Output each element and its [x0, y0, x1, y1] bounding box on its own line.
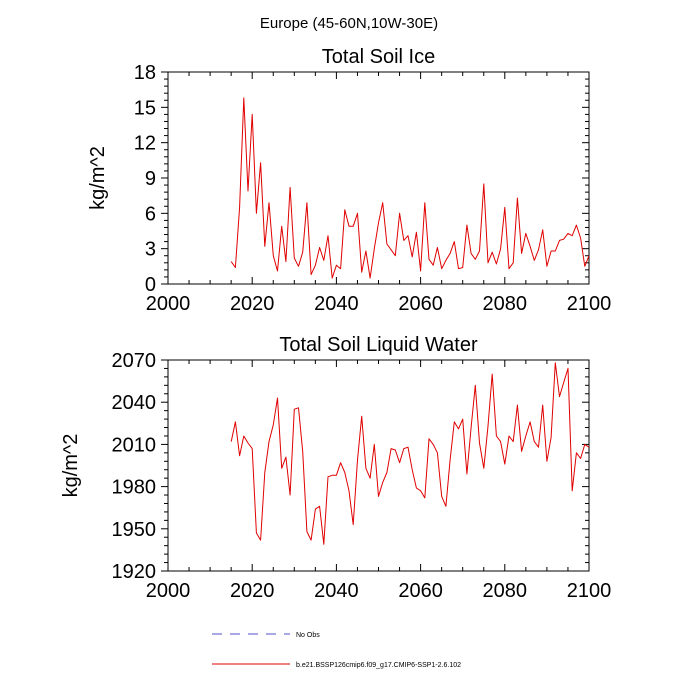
y-tick-label: 2040	[112, 392, 157, 414]
series-line	[230, 362, 590, 545]
x-tick-label: 2020	[230, 293, 275, 315]
x-tick-label: 2040	[314, 293, 359, 315]
x-tick-label: 2080	[483, 293, 528, 315]
x-tick-label: 2060	[398, 580, 443, 602]
y-tick-label: 1950	[112, 519, 157, 541]
y-tick-label: 3	[145, 239, 156, 261]
y-axis-label: kg/m^2	[87, 146, 109, 210]
x-tick-label: 2000	[146, 580, 191, 602]
x-tick-label: 2040	[314, 580, 359, 602]
series-line	[230, 97, 590, 279]
chart-title: Total Soil Ice	[322, 46, 435, 68]
y-tick-label: 1980	[112, 477, 157, 499]
x-tick-label: 2100	[567, 293, 612, 315]
y-tick-label: 15	[134, 97, 156, 119]
legend-label-0: No Obs	[296, 632, 320, 639]
y-tick-label: 6	[145, 203, 156, 225]
y-tick-label: 0	[145, 274, 156, 296]
x-tick-label: 2000	[146, 293, 191, 315]
panel-total-soil-liquid-water: Total Soil Liquid Water kg/m^2 2000 2020 204…	[60, 334, 611, 602]
panel-total-soil-ice: Total Soil Ice kg/m^2 2000 2020 2040 2060 2080…	[87, 46, 611, 315]
x-tick-label: 2020	[230, 580, 275, 602]
x-tick-label: 2060	[398, 293, 443, 315]
legend-label-1: b.e21.BSSP126cmip6.f09_g17.CMIP6-SSP1-2.…	[296, 662, 461, 669]
figure-title: Europe (45-60N,10W-30E)	[260, 15, 438, 32]
legend: No Obs b.e21.BSSP126cmip6.f09_g17.CMIP6-S…	[212, 632, 461, 669]
x-tick-label: 2100	[567, 580, 612, 602]
plot-frame	[167, 359, 590, 572]
y-tick-label: 1920	[112, 561, 157, 583]
y-tick-label: 12	[134, 133, 156, 155]
chart-title: Total Soil Liquid Water	[279, 334, 478, 356]
x-tick-label: 2080	[483, 580, 528, 602]
y-tick-label: 9	[145, 168, 156, 190]
y-tick-label: 2070	[112, 350, 157, 372]
y-axis-label: kg/m^2	[60, 434, 82, 498]
y-tick-label: 2010	[112, 434, 157, 456]
plot-frame	[167, 71, 590, 285]
y-tick-label: 18	[134, 62, 156, 84]
